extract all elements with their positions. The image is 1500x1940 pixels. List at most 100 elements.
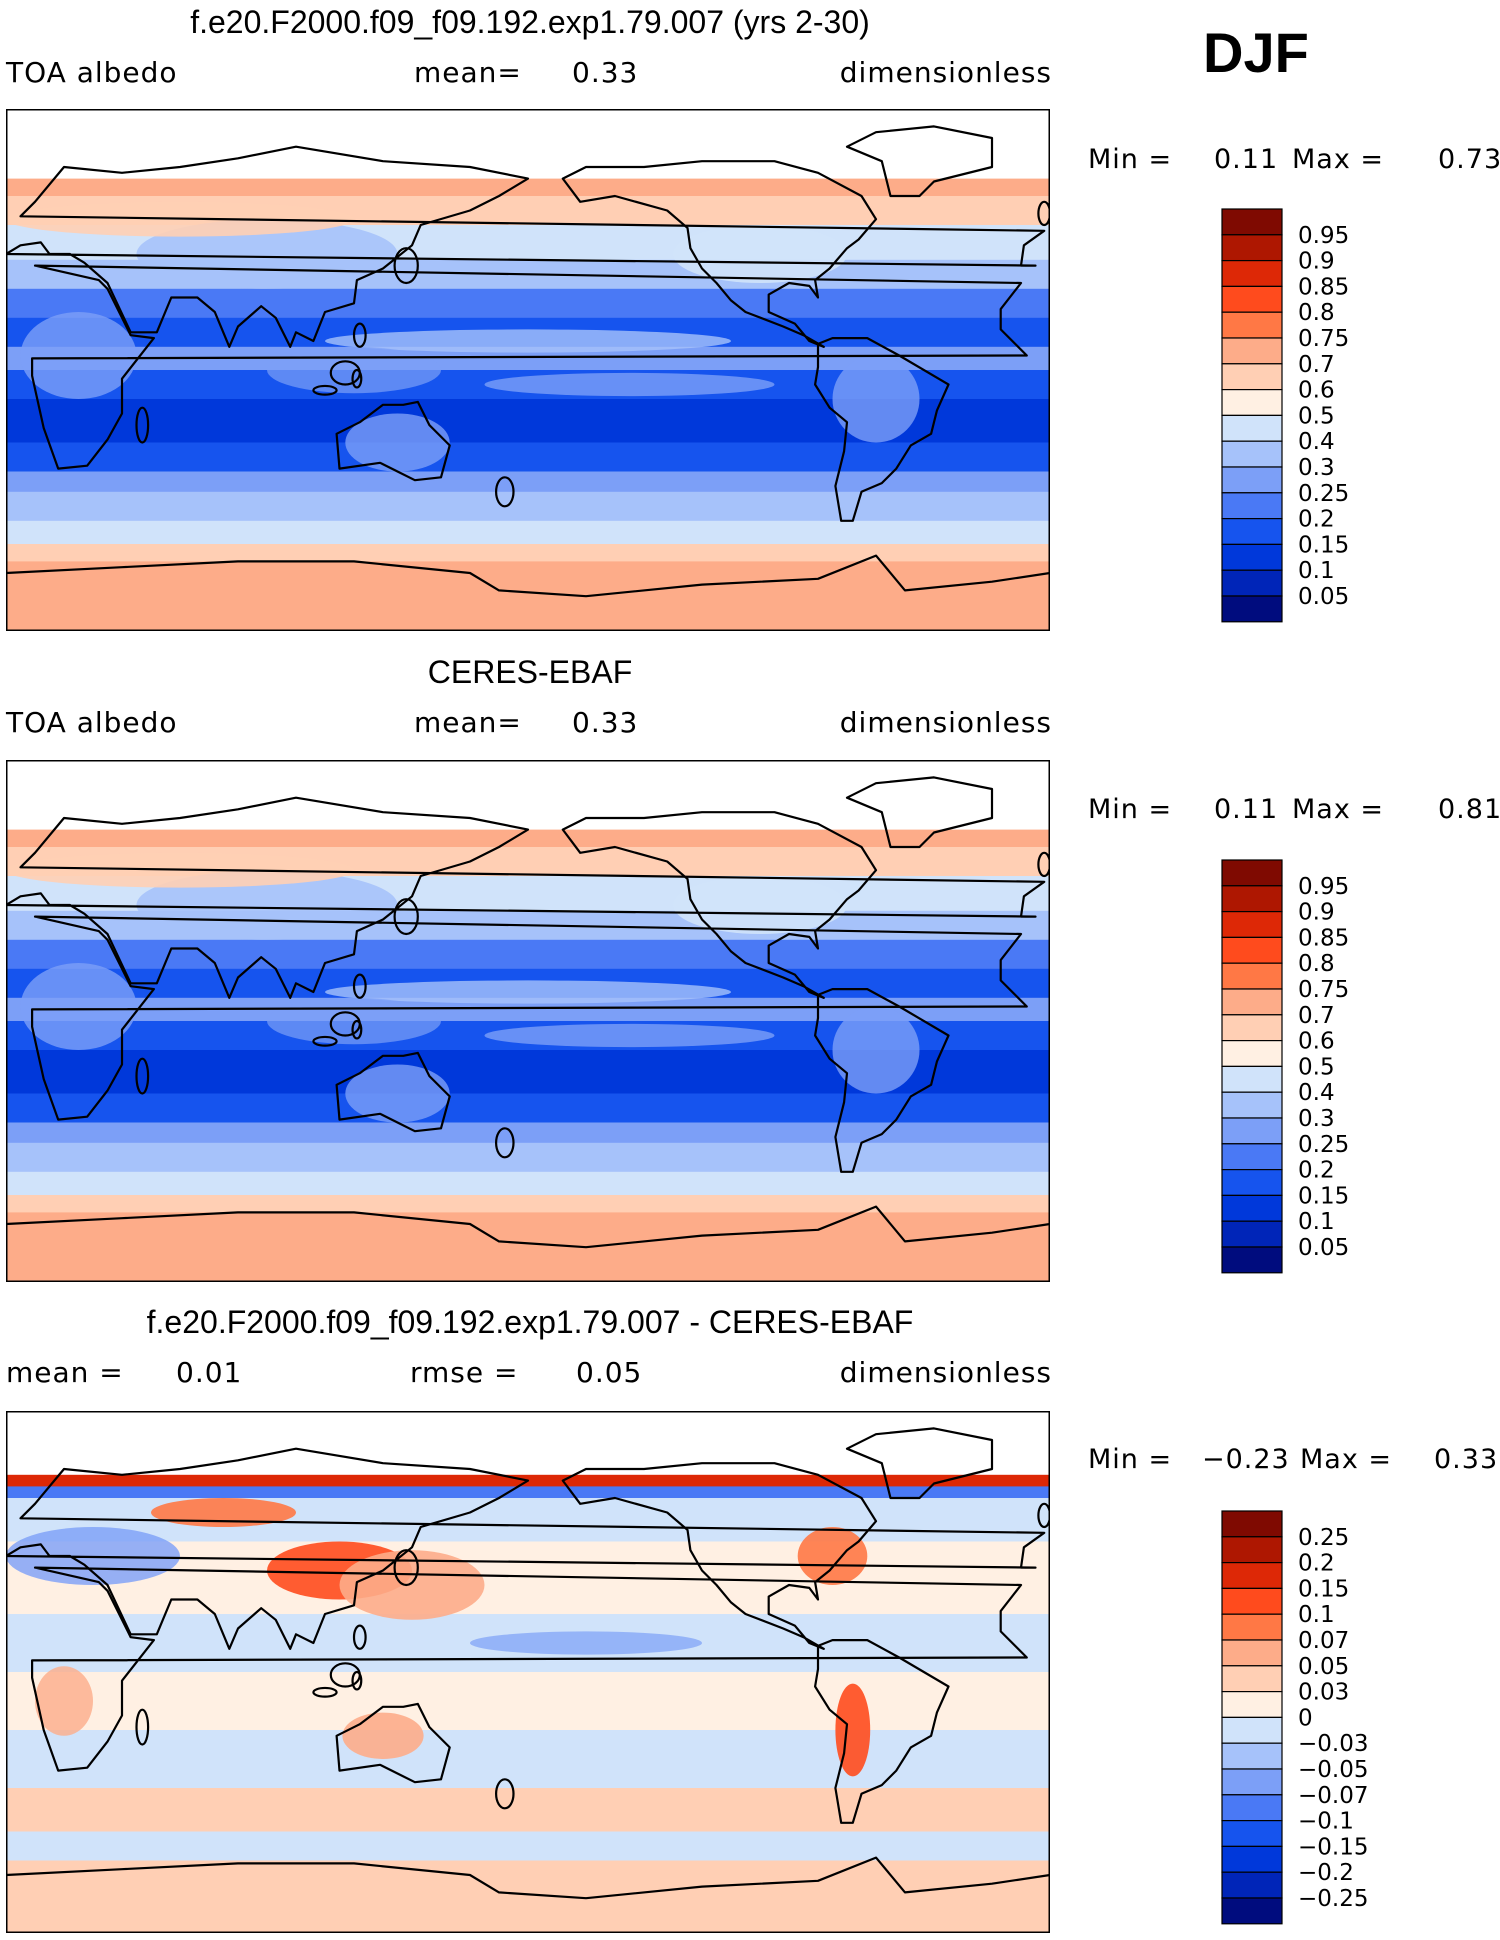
panel-3-colorbar-box-3 bbox=[1221, 1587, 1283, 1615]
panel-3-colorbar-box-1 bbox=[1221, 1536, 1283, 1564]
panel-3-colorbar-box-4 bbox=[1221, 1613, 1283, 1641]
panel-3-colorbar-label-4: 0.07 bbox=[1298, 1628, 1349, 1654]
panel-3-colorbar-label-14: −0.25 bbox=[1298, 1886, 1368, 1912]
panel-2-colorbar-label-13: 0.1 bbox=[1298, 1209, 1335, 1235]
panel-3-mean-label: mean = bbox=[6, 1356, 124, 1389]
panel-3-colorbar-box-7 bbox=[1221, 1691, 1283, 1719]
panel-1-colorbar-box-8 bbox=[1221, 414, 1283, 442]
panel-1-max-label: Max = bbox=[1292, 144, 1385, 175]
panel-2-colorbar-label-5: 0.7 bbox=[1298, 1003, 1335, 1029]
panel-1-colorbar-label-8: 0.4 bbox=[1298, 429, 1335, 455]
panel-2-colorbar-box-9 bbox=[1221, 1091, 1283, 1119]
panel-2-colorbar-label-0: 0.95 bbox=[1298, 874, 1349, 900]
panel-1-min-value: 0.11 bbox=[1214, 144, 1279, 175]
panel-1-colorbar-box-13 bbox=[1221, 543, 1283, 571]
panel-3-rmse-label: rmse = bbox=[410, 1356, 519, 1389]
panel-3-colorbar-label-12: −0.15 bbox=[1298, 1834, 1368, 1860]
panel-3-colorbar-box-10 bbox=[1221, 1768, 1283, 1796]
panel-1-colorbar-box-5 bbox=[1221, 337, 1283, 365]
panel-2-min-value: 0.11 bbox=[1214, 794, 1279, 825]
panel-2-colorbar-label-2: 0.85 bbox=[1298, 925, 1349, 951]
panel-1-colorbar-label-4: 0.75 bbox=[1298, 326, 1349, 352]
panel-2-colorbar-box-3 bbox=[1221, 936, 1283, 964]
panel-1-colorbar-label-10: 0.25 bbox=[1298, 481, 1349, 507]
panel-3-colorbar-box-2 bbox=[1221, 1561, 1283, 1589]
panel-1-colorbar-box-12 bbox=[1221, 518, 1283, 546]
panel-2-mean-value: 0.33 bbox=[572, 706, 639, 739]
panel-3-colorbar-label-5: 0.05 bbox=[1298, 1654, 1349, 1680]
panel-2-min-label: Min = bbox=[1088, 794, 1173, 825]
panel-2-max-label: Max = bbox=[1292, 794, 1385, 825]
panel-1-colorbar-box-4 bbox=[1221, 311, 1283, 339]
panel-3-colorbar-box-14 bbox=[1221, 1871, 1283, 1899]
panel-1-colorbar-label-12: 0.15 bbox=[1298, 532, 1349, 558]
panel-2-colorbar-label-8: 0.4 bbox=[1298, 1080, 1335, 1106]
panel-2-title: CERES-EBAF bbox=[427, 654, 633, 690]
panel-2-colorbar-label-9: 0.3 bbox=[1298, 1106, 1335, 1132]
panel-1-colorbar-box-3 bbox=[1221, 285, 1283, 313]
panel-1-colorbar-label-6: 0.6 bbox=[1298, 378, 1335, 404]
panel-2-colorbar-box-8 bbox=[1221, 1065, 1283, 1093]
panel-1-colorbar-label-9: 0.3 bbox=[1298, 455, 1335, 481]
panel-2-variable-label: TOA albedo bbox=[6, 706, 178, 739]
panel-2-mean-label: mean= bbox=[414, 706, 522, 739]
panel-2-colorbar-label-14: 0.05 bbox=[1298, 1235, 1349, 1261]
panel-1-colorbar-label-1: 0.9 bbox=[1298, 249, 1335, 275]
panel-3-colorbar-label-8: −0.03 bbox=[1298, 1731, 1368, 1757]
panel-2-colorbar-box-13 bbox=[1221, 1194, 1283, 1222]
panel-3-colorbar-label-13: −0.2 bbox=[1298, 1860, 1354, 1886]
panel-3-colorbar-label-3: 0.1 bbox=[1298, 1602, 1335, 1628]
panel-3-colorbar-label-1: 0.2 bbox=[1298, 1551, 1335, 1577]
panel-1-colorbar-box-11 bbox=[1221, 492, 1283, 520]
panel-2-colorbar-box-11 bbox=[1221, 1143, 1283, 1171]
panel-3-max-value: 0.33 bbox=[1434, 1444, 1499, 1475]
panel-3-colorbar-label-9: −0.05 bbox=[1298, 1757, 1368, 1783]
panel-1-colorbar-box-1 bbox=[1221, 234, 1283, 262]
season-label: DJF bbox=[1203, 21, 1309, 84]
panel-1-colorbar-label-13: 0.1 bbox=[1298, 558, 1335, 584]
panel-3-colorbar-box-15 bbox=[1221, 1897, 1283, 1925]
panel-3-colorbar-box-12 bbox=[1221, 1820, 1283, 1848]
panel-2-colorbar-box-5 bbox=[1221, 988, 1283, 1016]
panel-2-colorbar-box-1 bbox=[1221, 885, 1283, 913]
panel-2-colorbar-label-1: 0.9 bbox=[1298, 900, 1335, 926]
panel-2-units-label: dimensionless bbox=[839, 706, 1052, 739]
panel-1-variable-label: TOA albedo bbox=[6, 56, 178, 89]
panel-3-colorbar-box-13 bbox=[1221, 1845, 1283, 1873]
panel-3-units-label: dimensionless bbox=[839, 1356, 1052, 1389]
panel-3-colorbar-label-2: 0.15 bbox=[1298, 1576, 1349, 1602]
panel-1-map bbox=[6, 109, 1050, 631]
panel-1-max-value: 0.73 bbox=[1438, 144, 1500, 175]
panel-3-min-label: Min = bbox=[1088, 1444, 1173, 1475]
panel-1-colorbar-box-10 bbox=[1221, 466, 1283, 494]
panel-2-colorbar-label-4: 0.75 bbox=[1298, 977, 1349, 1003]
panel-2-colorbar-box-4 bbox=[1221, 962, 1283, 990]
panel-2-colorbar-box-10 bbox=[1221, 1117, 1283, 1145]
panel-1-colorbar-box-15 bbox=[1221, 595, 1283, 623]
panel-3-colorbar-label-6: 0.03 bbox=[1298, 1680, 1349, 1706]
panel-2-colorbar: 0.950.90.850.80.750.70.60.50.40.30.250.2… bbox=[1221, 859, 1349, 1274]
panel-2-colorbar-box-6 bbox=[1221, 1014, 1283, 1042]
panel-3-colorbar-box-5 bbox=[1221, 1639, 1283, 1667]
panel-2-colorbar-box-2 bbox=[1221, 910, 1283, 938]
panel-2-colorbar-box-14 bbox=[1221, 1220, 1283, 1248]
panel-1-colorbar: 0.950.90.850.80.750.70.60.50.40.30.250.2… bbox=[1221, 208, 1349, 623]
panel-1-colorbar-box-14 bbox=[1221, 569, 1283, 597]
panel-3-colorbar-box-8 bbox=[1221, 1716, 1283, 1744]
panel-3-map bbox=[6, 1411, 1050, 1933]
panel-3-colorbar: 0.250.20.150.10.070.050.030−0.03−0.05−0.… bbox=[1221, 1510, 1368, 1925]
panel-2-colorbar-label-7: 0.5 bbox=[1298, 1054, 1335, 1080]
panel-3-title: f.e20.F2000.f09_f09.192.exp1.79.007 - CE… bbox=[146, 1304, 914, 1340]
panel-1-colorbar-label-3: 0.8 bbox=[1298, 300, 1335, 326]
panel-1-colorbar-label-11: 0.2 bbox=[1298, 507, 1335, 533]
panel-3-rmse-value: 0.05 bbox=[576, 1356, 643, 1389]
panel-1-mean-label: mean= bbox=[414, 56, 522, 89]
panel-1-colorbar-box-9 bbox=[1221, 440, 1283, 468]
panel-1-colorbar-label-14: 0.05 bbox=[1298, 584, 1349, 610]
panel-1-units-label: dimensionless bbox=[839, 56, 1052, 89]
panel-1-title: f.e20.F2000.f09_f09.192.exp1.79.007 (yrs… bbox=[190, 4, 870, 40]
panel-2-colorbar-box-12 bbox=[1221, 1169, 1283, 1197]
panel-1-colorbar-box-0 bbox=[1221, 208, 1283, 236]
panel-1-colorbar-label-0: 0.95 bbox=[1298, 223, 1349, 249]
panel-2-map bbox=[6, 760, 1050, 1282]
